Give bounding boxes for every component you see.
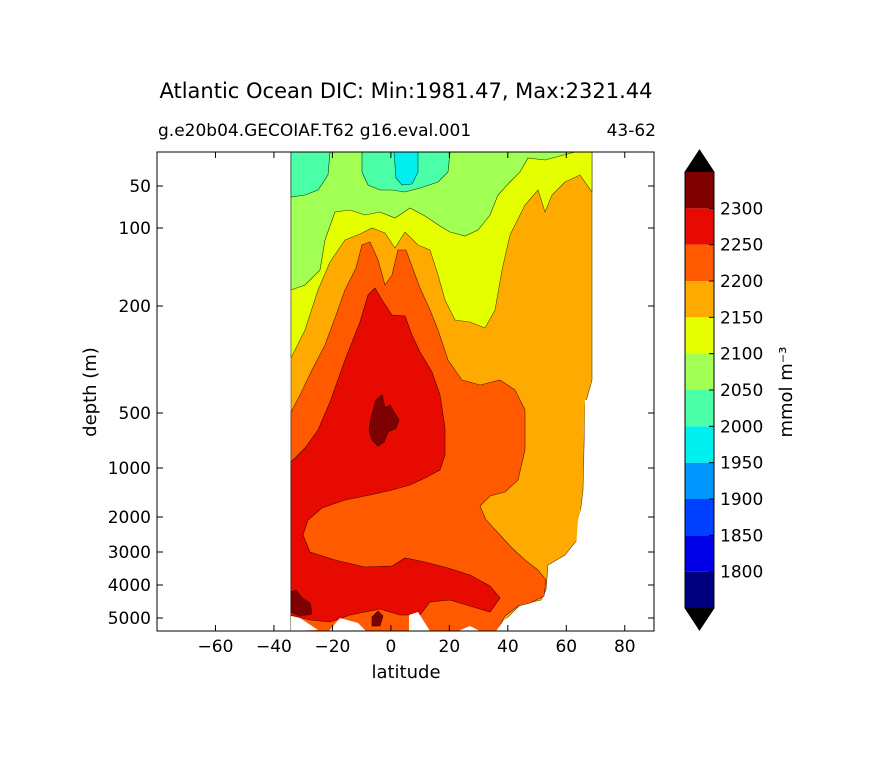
y-tick-label: 100 <box>119 219 151 239</box>
contour-band-2050 <box>290 151 592 291</box>
x-tick-label: 60 <box>555 637 577 657</box>
colorbar-tick-label: 2300 <box>720 199 763 219</box>
chart-subtitle-left: g.e20b04.GECOIAF.T62 g16.eval.001 <box>158 121 471 141</box>
contour-band-2250 <box>290 287 501 623</box>
y-axis-label: depth (m) <box>80 347 101 437</box>
x-tick-label: 0 <box>385 637 396 657</box>
y-tick-label: 50 <box>129 177 151 197</box>
y-tick-label: 2000 <box>108 508 151 528</box>
colorbar: 1800 1850 1900 1950 2000 2050 2100 2150 2200 2250… <box>684 149 763 631</box>
land-mask-east <box>545 400 592 631</box>
x-tick-label: 80 <box>614 637 636 657</box>
y-tick-label: 5000 <box>108 609 151 629</box>
colorbar-tick-label: 2000 <box>720 417 763 437</box>
y-tick-label: 3000 <box>108 543 151 563</box>
colorbar-segment <box>685 244 714 281</box>
x-axis-label: latitude <box>371 662 440 683</box>
colorbar-segment <box>685 499 714 536</box>
colorbar-tick-label: 1800 <box>720 563 763 583</box>
contour-fill-layer <box>290 151 593 632</box>
colorbar-tick-label: 2200 <box>720 272 763 292</box>
y-axis: 50 100 200 500 1000 2000 3000 4000 5000 <box>108 177 654 629</box>
y-tick-label: 1000 <box>108 459 151 479</box>
y-tick-label: 4000 <box>108 576 151 596</box>
colorbar-tick-label: 1950 <box>720 454 763 474</box>
x-tick-label: 40 <box>497 637 519 657</box>
plot-area: −60 −40 −20 0 20 40 60 80 50 100 200 500 1000 2000 30… <box>108 151 655 657</box>
chart-title: Atlantic Ocean DIC: Min:1981.47, Max:232… <box>159 79 652 103</box>
x-tick-label: −20 <box>314 637 350 657</box>
colorbar-segment <box>685 208 714 245</box>
colorbar-segment <box>685 426 714 463</box>
colorbar-segment <box>685 462 714 499</box>
colorbar-segment <box>685 281 714 318</box>
colorbar-outline <box>684 149 715 631</box>
colorbar-tick-label: 2100 <box>720 345 763 365</box>
y-tick-label: 200 <box>119 297 151 317</box>
colorbar-tick-label: 2050 <box>720 381 763 401</box>
x-tick-label: −60 <box>198 637 234 657</box>
contour-band-2300-bottom <box>290 589 384 627</box>
colorbar-under-triangle <box>685 608 714 630</box>
colorbar-segment <box>685 353 714 390</box>
colorbar-label: mmol m⁻³ <box>776 346 797 437</box>
colorbar-tick-label: 2250 <box>720 236 763 256</box>
colorbar-tick-label: 1850 <box>720 526 763 546</box>
chart-subtitle-right: 43-62 <box>607 121 656 141</box>
colorbar-segment <box>685 317 714 354</box>
x-tick-label: 20 <box>439 637 461 657</box>
x-axis: −60 −40 −20 0 20 40 60 80 <box>198 152 636 657</box>
contour-band-2300-core <box>368 394 400 447</box>
x-tick-label: −40 <box>256 637 292 657</box>
colorbar-segment <box>685 535 714 572</box>
colorbar-segment <box>685 172 714 209</box>
land-mask-bottom <box>291 604 590 631</box>
plot-frame <box>156 151 655 632</box>
colorbar-tick-label: 2150 <box>720 308 763 328</box>
y-tick-label: 500 <box>119 404 151 424</box>
colorbar-segment <box>685 390 714 427</box>
colorbar-tick-label: 1900 <box>720 490 763 510</box>
colorbar-over-triangle <box>685 150 714 172</box>
colorbar-segment <box>685 571 714 608</box>
